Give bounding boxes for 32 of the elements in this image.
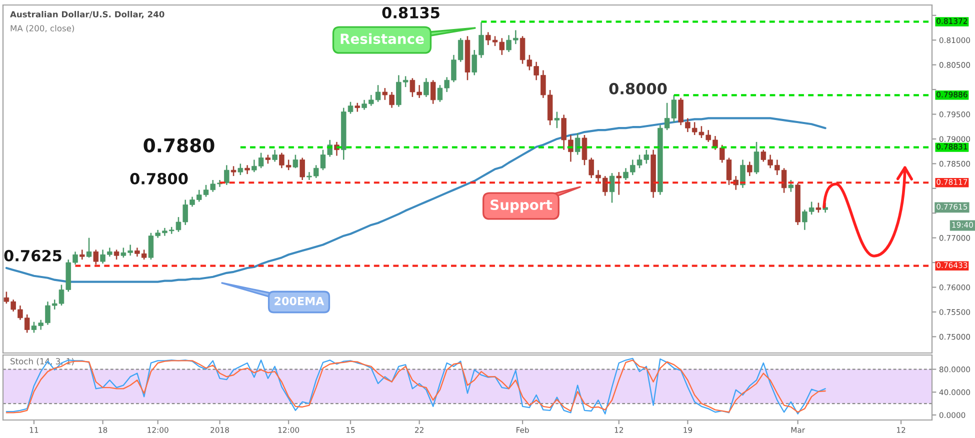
candlestick — [554, 111, 560, 129]
candlestick — [740, 159, 746, 189]
candlestick — [93, 249, 99, 266]
annotation: 0.7625 — [4, 250, 62, 262]
annotation: 0.7880 — [144, 138, 214, 152]
annotation: Support — [490, 200, 552, 213]
candlestick — [616, 171, 622, 196]
candlestick — [230, 166, 236, 177]
annotation: 0.8000 — [609, 82, 667, 94]
candlestick — [574, 132, 580, 156]
candlestick — [788, 179, 794, 192]
candlestick — [272, 149, 278, 162]
annotation: Resistance — [340, 33, 424, 44]
candlestick — [430, 80, 436, 104]
candlestick — [754, 141, 760, 175]
text: Australian Dollar/U.S. Dollar, 240 — [10, 10, 164, 18]
candlestick — [224, 164, 230, 186]
annotation: 0.8135 — [382, 6, 440, 18]
text: MA (200, close) — [10, 24, 74, 32]
annotation: 200EMA — [274, 296, 324, 306]
candlestick — [80, 249, 85, 260]
candlestick — [300, 157, 305, 181]
candlestick — [747, 161, 752, 177]
candlestick — [238, 163, 244, 176]
candlestick — [424, 78, 429, 98]
annotation: 0.7800 — [130, 172, 188, 184]
candlestick — [609, 172, 615, 204]
candlestick — [86, 237, 92, 258]
candlestick — [822, 202, 828, 214]
candlestick — [292, 154, 298, 169]
candlestick — [114, 249, 120, 260]
candlestick — [816, 202, 822, 214]
